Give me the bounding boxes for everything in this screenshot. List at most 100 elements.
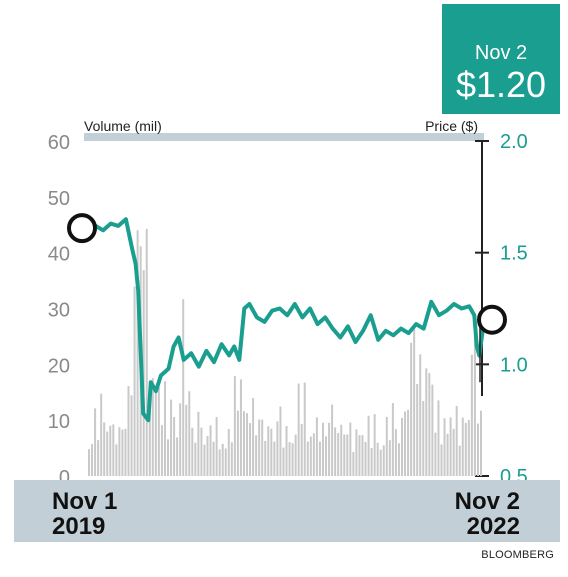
volume-bar xyxy=(282,447,285,476)
volume-bar xyxy=(367,415,370,476)
volume-bar xyxy=(209,425,212,476)
markers xyxy=(67,213,507,335)
volume-bar xyxy=(267,426,270,476)
price-tick-label: 1.5 xyxy=(500,243,528,265)
x-start-year: 2019 xyxy=(52,513,105,540)
volume-bar xyxy=(118,427,121,476)
volume-bar xyxy=(133,286,136,476)
volume-bar xyxy=(370,447,373,476)
volume-bars xyxy=(88,228,482,476)
volume-bar xyxy=(212,441,215,476)
volume-bar xyxy=(252,398,255,476)
volume-bar xyxy=(413,326,416,476)
price-line xyxy=(87,217,486,423)
price-badge: Nov 2 $1.20 xyxy=(442,4,560,114)
price-tick-label: 1.0 xyxy=(500,354,528,376)
volume-bar xyxy=(94,408,97,476)
volume-bar xyxy=(127,386,130,476)
volume-bar xyxy=(97,440,100,476)
volume-bar xyxy=(148,410,151,476)
x-start-month: Nov 1 xyxy=(52,488,117,515)
volume-bar xyxy=(218,449,221,476)
volume-bar xyxy=(200,427,203,476)
volume-bar xyxy=(276,421,279,476)
volume-bar xyxy=(394,429,397,476)
volume-bar xyxy=(136,230,139,476)
end-marker xyxy=(477,304,507,335)
volume-bar xyxy=(230,442,233,476)
volume-bar xyxy=(373,414,376,476)
volume-bar xyxy=(358,435,361,476)
volume-bar xyxy=(458,445,461,476)
volume-tick-label: 60 xyxy=(48,132,70,154)
price-tick-label: 2.0 xyxy=(500,131,528,153)
volume-bar xyxy=(197,411,200,476)
volume-bar xyxy=(297,383,300,476)
volume-bar xyxy=(151,378,154,476)
volume-bar xyxy=(434,432,437,476)
x-end-month: Nov 2 xyxy=(455,488,520,515)
volume-tick-label: 50 xyxy=(48,188,70,210)
volume-bar xyxy=(270,428,273,476)
volume-bar xyxy=(397,443,400,476)
volume-bar xyxy=(318,441,321,476)
volume-bar xyxy=(440,444,443,476)
volume-bar xyxy=(303,382,306,476)
axis-title-band xyxy=(84,133,484,141)
volume-bar xyxy=(154,389,157,476)
volume-bar xyxy=(191,427,194,476)
volume-bar xyxy=(130,395,133,476)
volume-bar xyxy=(261,419,264,476)
volume-bar xyxy=(233,376,236,476)
volume-bar xyxy=(355,429,358,476)
right-axis-label: Price ($) xyxy=(425,118,478,134)
volume-bar xyxy=(473,315,476,476)
volume-tick-label: 20 xyxy=(48,355,70,377)
volume-bar xyxy=(203,444,206,476)
volume-bar xyxy=(391,403,394,476)
volume-bar xyxy=(279,406,282,476)
volume-bar xyxy=(124,428,127,476)
volume-bar xyxy=(236,410,239,476)
volume-bar xyxy=(288,442,291,476)
volume-bar xyxy=(407,409,410,476)
volume-bar xyxy=(428,373,431,476)
x-axis-band xyxy=(14,480,560,542)
volume-bar xyxy=(121,429,124,476)
volume-bar xyxy=(419,354,422,476)
x-end-year: 2022 xyxy=(467,513,520,540)
volume-bar xyxy=(255,435,258,476)
volume-bar xyxy=(215,417,218,476)
volume-bar xyxy=(400,417,403,476)
volume-bar xyxy=(145,228,148,476)
volume-bar xyxy=(239,379,242,476)
volume-bar xyxy=(185,404,188,476)
volume-bar xyxy=(321,422,324,476)
volume-bar xyxy=(361,435,364,476)
volume-bar xyxy=(340,424,343,476)
volume-bar xyxy=(258,419,261,476)
volume-bar xyxy=(227,429,230,476)
volume-bar xyxy=(464,422,467,476)
volume-bar xyxy=(160,425,163,476)
volume-bar xyxy=(480,410,482,476)
badge-date: Nov 2 xyxy=(474,42,528,64)
volume-bar xyxy=(446,433,449,476)
badge-price: $1.20 xyxy=(455,64,547,105)
volume-axis: 60 50 40 30 20 10 0 xyxy=(48,132,70,489)
volume-bar xyxy=(103,422,106,476)
volume-bar xyxy=(224,448,227,476)
volume-bar xyxy=(163,381,166,476)
volume-bar xyxy=(142,270,145,476)
left-axis-label: Volume (mil) xyxy=(84,118,162,134)
volume-bar xyxy=(382,445,385,476)
volume-bar xyxy=(431,384,434,476)
volume-bar xyxy=(188,391,191,476)
volume-bar xyxy=(422,401,425,476)
volume-tick-label: 0 xyxy=(59,467,70,489)
volume-tick-label: 40 xyxy=(48,244,70,266)
volume-bar xyxy=(334,427,337,476)
volume-bar xyxy=(176,437,179,476)
volume-bar xyxy=(285,425,288,476)
